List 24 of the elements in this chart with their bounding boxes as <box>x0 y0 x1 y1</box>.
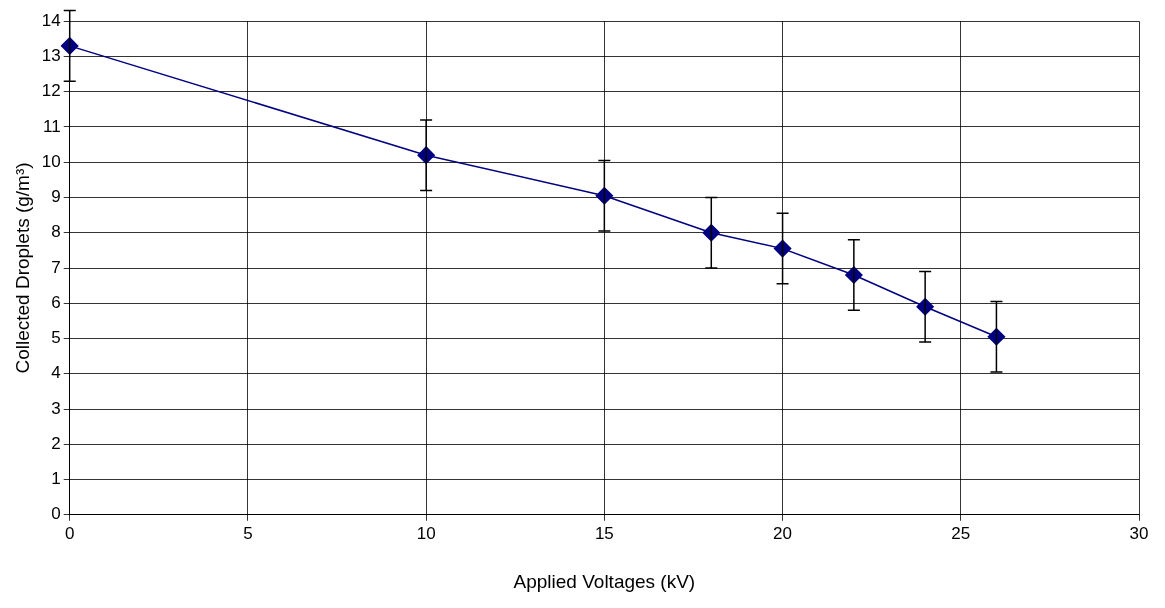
x-tick-label: 0 <box>64 523 75 543</box>
y-tick-label: 9 <box>51 187 61 207</box>
y-tick-label: 0 <box>51 504 61 524</box>
x-tick-label: 20 <box>773 523 793 543</box>
y-tick-label: 2 <box>51 433 61 453</box>
y-tick-label: 7 <box>51 257 61 277</box>
y-tick-label: 8 <box>51 222 61 242</box>
x-tick-label: 10 <box>416 523 436 543</box>
x-tick-label: 30 <box>1129 523 1149 543</box>
y-axis-title: Collected Droplets (g/m³) <box>11 162 33 374</box>
y-tick-label: 14 <box>41 10 61 30</box>
x-tick-label: 5 <box>243 523 253 543</box>
y-tick-label: 4 <box>51 363 61 383</box>
y-tick-label: 3 <box>51 398 61 418</box>
y-tick-label: 1 <box>51 469 61 489</box>
x-tick-label: 25 <box>951 523 971 543</box>
y-tick-label: 10 <box>41 151 61 171</box>
y-tick-label: 11 <box>43 116 61 136</box>
y-tick-label: 12 <box>41 81 61 101</box>
y-tick-label: 6 <box>51 292 61 312</box>
y-tick-label: 5 <box>51 328 61 348</box>
x-axis-title: Applied Voltages (kV) <box>513 570 696 592</box>
y-tick-label: 13 <box>41 46 61 66</box>
x-tick-label: 15 <box>594 523 614 543</box>
